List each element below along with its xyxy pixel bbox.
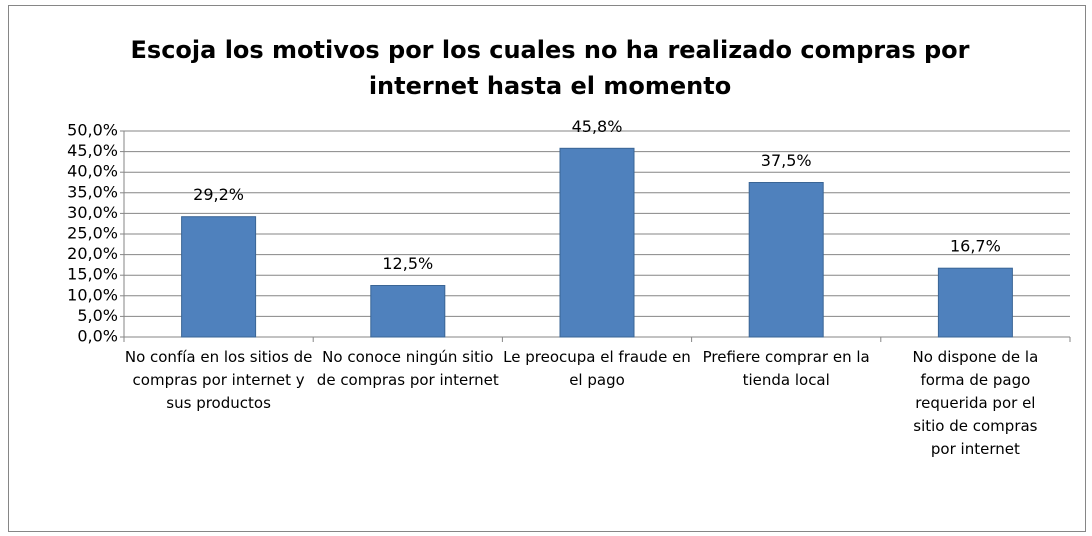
bar [559, 147, 635, 338]
y-tick-label: 40,0% [67, 162, 118, 181]
value-label: 12,5% [382, 254, 433, 273]
chart-title: Escoja los motivos por los cuales no ha … [130, 36, 970, 100]
y-tick-label: 15,0% [67, 265, 118, 284]
y-tick-label: 10,0% [67, 285, 118, 304]
x-tick-label: No conoce ningún sitio de compras por in… [316, 348, 499, 389]
x-tick-label: No confía en los sitios de compras por i… [124, 348, 313, 412]
x-tick-label: Prefiere comprar en la tienda local [702, 348, 870, 389]
y-tick-label: 20,0% [67, 244, 118, 263]
y-tick-label: 0,0% [77, 327, 118, 346]
y-tick-label: 5,0% [77, 306, 118, 325]
y-tick-label: 25,0% [67, 224, 118, 243]
bar [370, 285, 446, 338]
value-label: 16,7% [950, 237, 1001, 256]
bar [181, 216, 257, 338]
y-tick-label: 50,0% [67, 121, 118, 140]
bar [748, 182, 824, 338]
y-tick-label: 45,0% [67, 141, 118, 160]
y-tick-label: 30,0% [67, 203, 118, 222]
value-label: 45,8% [572, 117, 623, 136]
x-tick-label: No dispone de la forma de pago requerida… [912, 348, 1039, 458]
value-label: 37,5% [761, 151, 812, 170]
bar [937, 267, 1013, 338]
y-tick-label: 35,0% [67, 182, 118, 201]
value-label: 29,2% [193, 185, 244, 204]
x-tick-label: Le preocupa el fraude en el pago [503, 348, 691, 389]
